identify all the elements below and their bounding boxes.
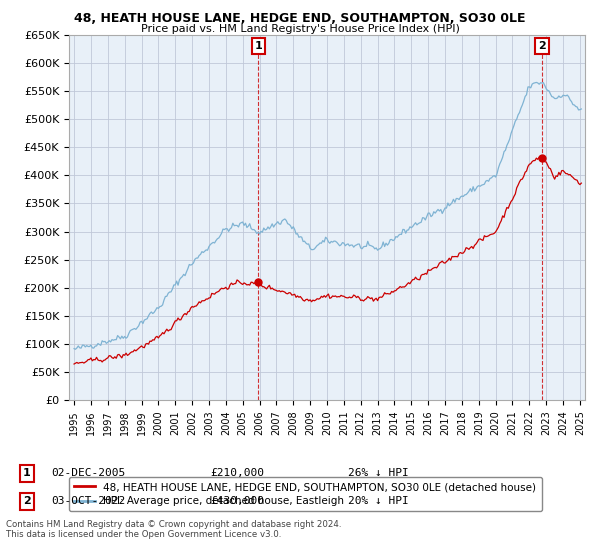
Text: £430,000: £430,000 [210, 496, 264, 506]
Text: Price paid vs. HM Land Registry's House Price Index (HPI): Price paid vs. HM Land Registry's House … [140, 24, 460, 34]
Text: 2: 2 [538, 41, 546, 51]
Text: 2: 2 [23, 496, 31, 506]
Text: 20% ↓ HPI: 20% ↓ HPI [348, 496, 409, 506]
Text: 1: 1 [254, 41, 262, 51]
Text: £210,000: £210,000 [210, 468, 264, 478]
Text: Contains HM Land Registry data © Crown copyright and database right 2024.: Contains HM Land Registry data © Crown c… [6, 520, 341, 529]
Text: 02-DEC-2005: 02-DEC-2005 [51, 468, 125, 478]
Text: 1: 1 [23, 468, 31, 478]
Text: This data is licensed under the Open Government Licence v3.0.: This data is licensed under the Open Gov… [6, 530, 281, 539]
Text: 03-OCT-2022: 03-OCT-2022 [51, 496, 125, 506]
Text: 48, HEATH HOUSE LANE, HEDGE END, SOUTHAMPTON, SO30 0LE: 48, HEATH HOUSE LANE, HEDGE END, SOUTHAM… [74, 12, 526, 25]
Legend: 48, HEATH HOUSE LANE, HEDGE END, SOUTHAMPTON, SO30 0LE (detached house), HPI: Av: 48, HEATH HOUSE LANE, HEDGE END, SOUTHAM… [69, 477, 542, 511]
Text: 26% ↓ HPI: 26% ↓ HPI [348, 468, 409, 478]
